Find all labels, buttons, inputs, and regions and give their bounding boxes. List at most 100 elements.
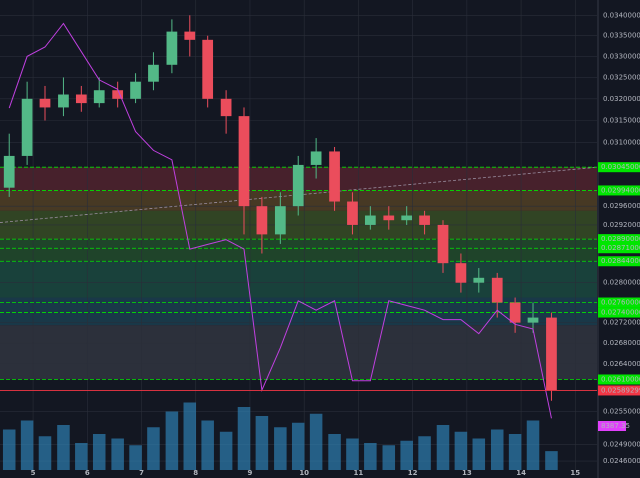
candle-body: [220, 98, 232, 117]
candle-body: [527, 317, 539, 323]
candle-body: [238, 116, 250, 207]
volume-bar: [274, 427, 287, 470]
zone-band: [0, 297, 597, 326]
x-tick-label: 7: [139, 469, 144, 477]
candle-body: [166, 31, 178, 65]
volume-bar: [508, 434, 522, 470]
price-tag: [598, 385, 640, 396]
volume-bar: [201, 420, 214, 470]
level-label: 0.02890000: [601, 235, 640, 243]
candle-body: [401, 215, 413, 221]
candle-body: [347, 201, 358, 225]
x-tick-label: 14: [516, 469, 526, 477]
volume-bar: [2, 429, 16, 470]
level-label: 0.02760000: [601, 299, 640, 307]
x-tick-label: 13: [462, 469, 472, 477]
zone-band: [0, 261, 597, 298]
level-tag: [598, 243, 640, 254]
candle-body: [473, 277, 485, 283]
volume-bar: [92, 434, 106, 470]
candle-body: [58, 94, 69, 108]
volume-bar: [255, 416, 269, 470]
level-tag: [598, 185, 640, 196]
level-label: 0.02844000: [601, 257, 640, 265]
y-tick-label: 0.02460000: [603, 457, 640, 465]
candle-body: [329, 151, 340, 202]
level-label: 0.03045000: [601, 163, 640, 171]
volume-bar: [418, 436, 431, 470]
volume-bar: [129, 445, 142, 470]
x-tick-label: 9: [248, 469, 253, 477]
candle-body: [419, 215, 430, 225]
level-label: 0.02610000: [601, 375, 640, 383]
volume-bar: [219, 431, 233, 470]
volume-bar: [490, 429, 504, 470]
candle-body: [93, 90, 105, 104]
candle-body: [112, 90, 124, 99]
volume-tag: [598, 421, 626, 431]
volume-bar: [545, 451, 558, 470]
candle-body: [148, 64, 159, 82]
candle-body: [310, 151, 322, 165]
level-tag: [598, 307, 640, 318]
level-tag: [598, 297, 640, 308]
candle-body: [274, 206, 286, 235]
x-tick-label: 5: [31, 469, 36, 477]
level-tag: [598, 234, 640, 245]
candle-body: [546, 317, 557, 391]
volume-bar: [454, 431, 468, 470]
level-tag: [598, 162, 640, 173]
candle-body: [509, 302, 521, 323]
indicator-line: [8, 22, 552, 419]
volume-bar: [237, 407, 251, 470]
volume-bar: [436, 425, 450, 470]
level-tag: [598, 374, 640, 385]
zone-band: [0, 239, 597, 262]
x-tick-label: 11: [354, 469, 364, 477]
volume-bar: [364, 443, 377, 470]
candle-body: [383, 215, 395, 221]
candle-body: [39, 98, 51, 108]
volume-bar: [382, 445, 396, 470]
volume-label: 8387.35: [601, 422, 630, 430]
x-tick-label: 6: [85, 469, 90, 477]
level-label: 0.02994000: [601, 186, 640, 194]
volume-bar: [183, 402, 197, 470]
level-label: 0.02871000: [601, 244, 640, 252]
candle-body: [437, 224, 449, 264]
candle-body: [3, 155, 15, 188]
candle-body: [256, 206, 268, 235]
volume-bar: [165, 411, 179, 470]
candle-body: [491, 277, 503, 303]
level-label: 0.02740000: [601, 309, 640, 317]
volume-bar: [526, 420, 540, 470]
volume-bar: [309, 413, 323, 470]
x-tick-label: 8: [193, 469, 198, 477]
volume-bar: [57, 425, 70, 470]
candle-body: [75, 94, 87, 104]
volume-bar: [38, 436, 52, 470]
volume-bar: [111, 438, 124, 470]
candle-body: [130, 81, 141, 99]
volume-bar: [346, 438, 359, 470]
x-tick-label: 10: [299, 469, 309, 477]
x-tick-label: 15: [570, 469, 580, 477]
volume-bar: [20, 420, 34, 470]
volume-bar: [291, 422, 305, 470]
candle-body: [21, 98, 33, 156]
volume-bar: [400, 440, 413, 470]
